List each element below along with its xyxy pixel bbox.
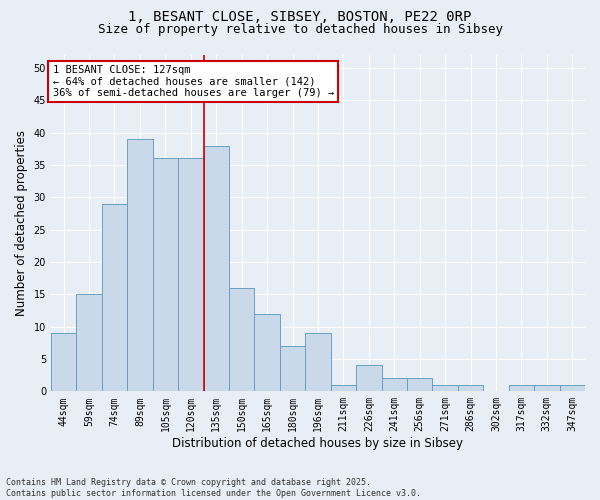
Bar (356, 366, 382, 392)
X-axis label: Distribution of detached houses by size in Sibsey: Distribution of detached houses by size … (172, 437, 463, 450)
Bar (254, 314, 280, 392)
Bar (203, 146, 229, 392)
Bar (102, 204, 127, 392)
Text: Size of property relative to detached houses in Sibsey: Size of property relative to detached ho… (97, 22, 503, 36)
Bar (560, 385, 585, 392)
Bar (407, 378, 433, 392)
Bar (305, 333, 331, 392)
Bar (382, 378, 407, 392)
Bar (534, 385, 560, 392)
Bar (229, 288, 254, 392)
Bar (51, 333, 76, 392)
Bar (433, 385, 458, 392)
Bar (178, 158, 203, 392)
Bar (331, 385, 356, 392)
Bar (76, 294, 102, 392)
Bar (127, 139, 152, 392)
Text: Contains HM Land Registry data © Crown copyright and database right 2025.
Contai: Contains HM Land Registry data © Crown c… (6, 478, 421, 498)
Bar (280, 346, 305, 392)
Text: 1 BESANT CLOSE: 127sqm
← 64% of detached houses are smaller (142)
36% of semi-de: 1 BESANT CLOSE: 127sqm ← 64% of detached… (53, 65, 334, 98)
Bar (152, 158, 178, 392)
Y-axis label: Number of detached properties: Number of detached properties (15, 130, 28, 316)
Text: 1, BESANT CLOSE, SIBSEY, BOSTON, PE22 0RP: 1, BESANT CLOSE, SIBSEY, BOSTON, PE22 0R… (128, 10, 472, 24)
Bar (509, 385, 534, 392)
Bar (458, 385, 483, 392)
